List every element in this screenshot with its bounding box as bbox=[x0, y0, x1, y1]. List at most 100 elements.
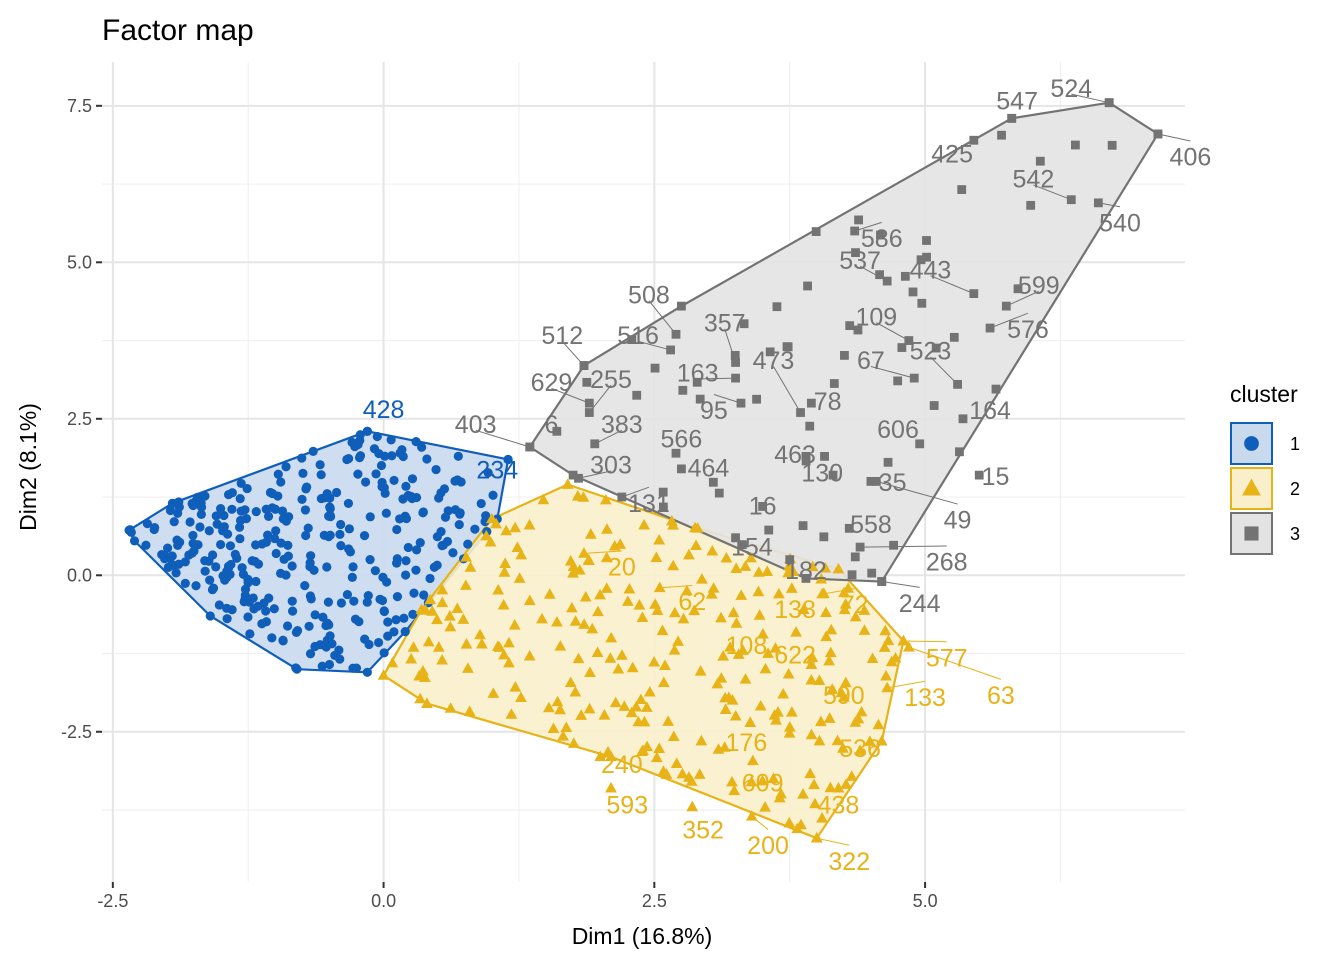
cluster-3-point bbox=[820, 451, 829, 461]
cluster-1-point bbox=[287, 596, 297, 606]
cluster-3-point bbox=[671, 448, 681, 458]
cluster-2-point bbox=[560, 721, 573, 733]
cluster-2-point bbox=[503, 636, 515, 648]
cluster-1-point bbox=[232, 553, 242, 563]
cluster-2-point-label: 593 bbox=[606, 791, 648, 819]
cluster-2-point bbox=[459, 579, 472, 590]
cluster-3-point bbox=[819, 532, 829, 542]
cluster-2-point bbox=[727, 606, 740, 618]
cluster-2-point bbox=[756, 774, 769, 786]
cluster-1-point bbox=[316, 470, 326, 480]
cluster-2-point bbox=[598, 709, 611, 720]
cluster-3-point bbox=[949, 332, 959, 342]
cluster-2-point bbox=[515, 548, 528, 560]
cluster-2-point bbox=[777, 687, 790, 699]
cluster-3-point bbox=[708, 477, 718, 487]
cluster-2-point bbox=[806, 651, 819, 662]
label-leader-line bbox=[1006, 290, 1040, 307]
cluster-2-point bbox=[753, 609, 766, 620]
cluster-1-point bbox=[301, 484, 311, 494]
cluster-1-point bbox=[141, 540, 151, 550]
cluster-2-point bbox=[689, 521, 701, 533]
cluster-1-point bbox=[242, 483, 252, 494]
cluster-2-point bbox=[625, 706, 638, 718]
cluster-2-point bbox=[686, 800, 699, 812]
cluster-2-point bbox=[831, 734, 844, 746]
label-leader-line bbox=[1157, 133, 1191, 142]
cluster-1-point-label: 234 bbox=[476, 457, 518, 485]
cluster-1-point bbox=[195, 522, 205, 532]
cluster-3-point bbox=[867, 568, 877, 578]
cluster-2-point bbox=[785, 582, 798, 593]
cluster-1-point bbox=[163, 543, 173, 553]
cluster-2-point bbox=[572, 652, 585, 664]
cluster-1-point bbox=[470, 524, 480, 534]
cluster-2-point bbox=[436, 583, 449, 595]
cluster-1-point bbox=[218, 526, 228, 536]
cluster-2-point bbox=[724, 641, 737, 652]
cluster-1-point bbox=[261, 617, 271, 627]
cluster-2-point bbox=[650, 551, 663, 563]
cluster-1-point bbox=[454, 520, 464, 530]
x-axis-label: Dim1 (16.8%) bbox=[572, 923, 713, 949]
cluster-2-point bbox=[839, 676, 852, 688]
cluster-2-point-label: 72 bbox=[841, 591, 869, 619]
cluster-1-point bbox=[284, 512, 294, 522]
cluster-2-point bbox=[591, 646, 604, 658]
cluster-1-point bbox=[196, 509, 206, 520]
cluster-1-point bbox=[370, 566, 380, 576]
cluster-2-point bbox=[815, 572, 828, 584]
cluster-2-point bbox=[536, 612, 548, 624]
cluster-2-point bbox=[719, 703, 732, 714]
cluster-2-point bbox=[806, 560, 819, 572]
cluster-2-point bbox=[783, 721, 796, 732]
cluster-2-point bbox=[602, 746, 614, 757]
cluster-2-point bbox=[601, 523, 613, 534]
cluster-2-point bbox=[761, 565, 774, 577]
cluster-2-point bbox=[640, 701, 653, 712]
cluster-3-point-label: 463 bbox=[774, 441, 816, 469]
cluster-2-point bbox=[636, 611, 649, 622]
cluster-1-point bbox=[342, 589, 353, 600]
cluster-2-point bbox=[653, 581, 666, 593]
cluster-1-point bbox=[222, 614, 232, 624]
cluster-2-point bbox=[386, 656, 399, 668]
cluster-3-point bbox=[617, 492, 627, 502]
cluster-3-point bbox=[969, 135, 979, 145]
label-leader-line bbox=[648, 300, 677, 335]
cluster-3-point bbox=[1035, 156, 1045, 166]
cluster-3-point bbox=[1107, 140, 1117, 150]
cluster-2-point bbox=[543, 701, 555, 713]
cluster-2-point bbox=[460, 551, 473, 562]
cluster-2-point-label: 176 bbox=[726, 729, 768, 757]
cluster-2-point bbox=[688, 604, 701, 616]
cluster-2-point-label: 352 bbox=[682, 817, 724, 845]
cluster-2-point bbox=[875, 734, 888, 746]
cluster-1-point bbox=[411, 545, 422, 555]
cluster-2-point bbox=[633, 599, 646, 610]
cluster-2-point bbox=[718, 741, 731, 752]
cluster-2-point bbox=[586, 622, 599, 634]
cluster-2-point bbox=[805, 728, 818, 740]
cluster-1-point bbox=[399, 613, 409, 623]
cluster-2-point bbox=[492, 640, 504, 651]
cluster-1-point bbox=[363, 590, 373, 601]
cluster-2-point bbox=[768, 709, 781, 720]
cluster-1-point bbox=[204, 526, 214, 536]
cluster-1-point bbox=[261, 504, 271, 514]
cluster-1-point bbox=[270, 504, 280, 514]
cluster-2-point bbox=[579, 590, 592, 602]
chart-title: Factor map bbox=[102, 14, 254, 47]
cluster-2-point bbox=[797, 603, 810, 615]
cluster-2-point bbox=[668, 644, 681, 655]
cluster-2-point bbox=[897, 634, 910, 646]
cluster-2-point bbox=[650, 751, 663, 763]
cluster-1-point bbox=[389, 475, 399, 486]
cluster-2-point bbox=[852, 712, 865, 724]
cluster-3-point-label: 95 bbox=[700, 397, 728, 425]
cluster-2-point bbox=[498, 648, 510, 660]
cluster-2-point bbox=[426, 605, 439, 616]
label-leader-line bbox=[860, 545, 947, 548]
cluster-1-point bbox=[204, 556, 214, 566]
cluster-1-point bbox=[305, 591, 316, 601]
